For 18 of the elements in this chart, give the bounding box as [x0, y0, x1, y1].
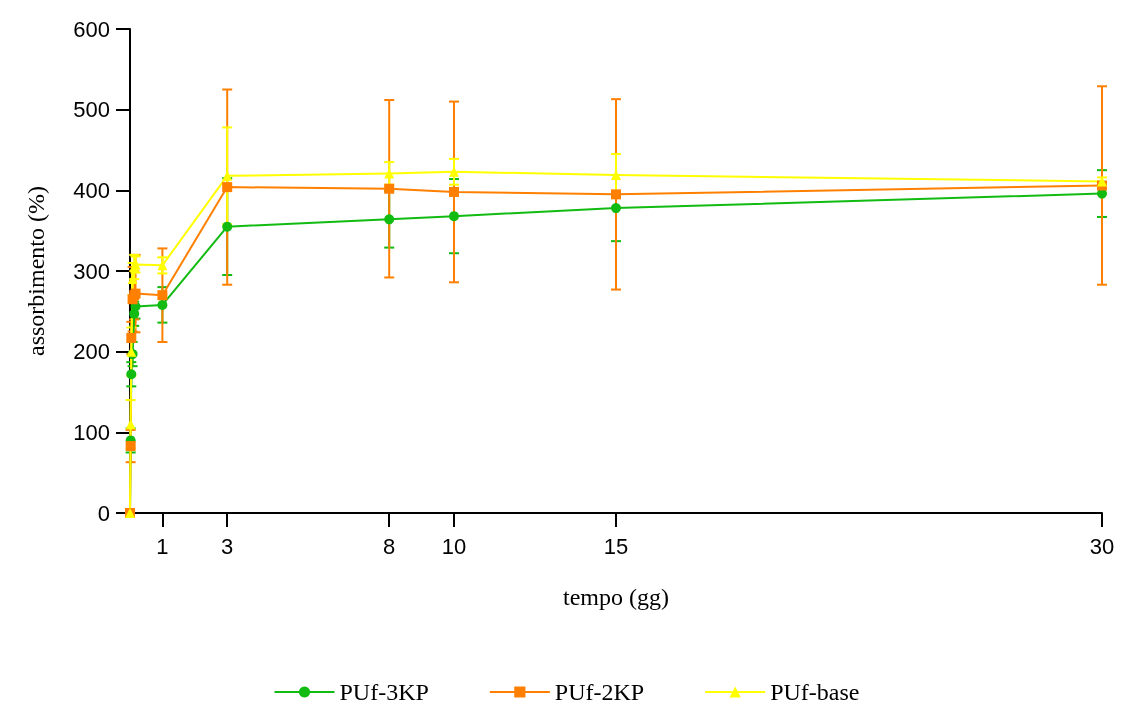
y-tick-label: 400 [73, 177, 110, 203]
legend-label: PUf-base [770, 679, 860, 705]
legend-label: PUf-2KP [554, 679, 645, 705]
y-tick-label: 0 [97, 500, 110, 526]
x-tick-label: 3 [221, 533, 234, 559]
legend-label: PUf-3KP [339, 679, 429, 705]
x-tick-label: 30 [1089, 533, 1115, 559]
y-axis-title: assorbimento (%) [23, 186, 49, 356]
x-tick-label: 8 [383, 533, 396, 559]
y-tick-label: 100 [73, 419, 110, 445]
y-tick-label: 600 [73, 16, 110, 42]
y-tick-label: 200 [73, 339, 110, 365]
x-tick-label: 15 [603, 533, 629, 559]
x-tick-label: 1 [156, 533, 169, 559]
y-tick-label: 300 [73, 258, 110, 284]
x-axis-title: tempo (gg) [563, 584, 669, 610]
y-tick-label: 500 [73, 97, 110, 123]
x-tick-label: 10 [441, 533, 467, 559]
